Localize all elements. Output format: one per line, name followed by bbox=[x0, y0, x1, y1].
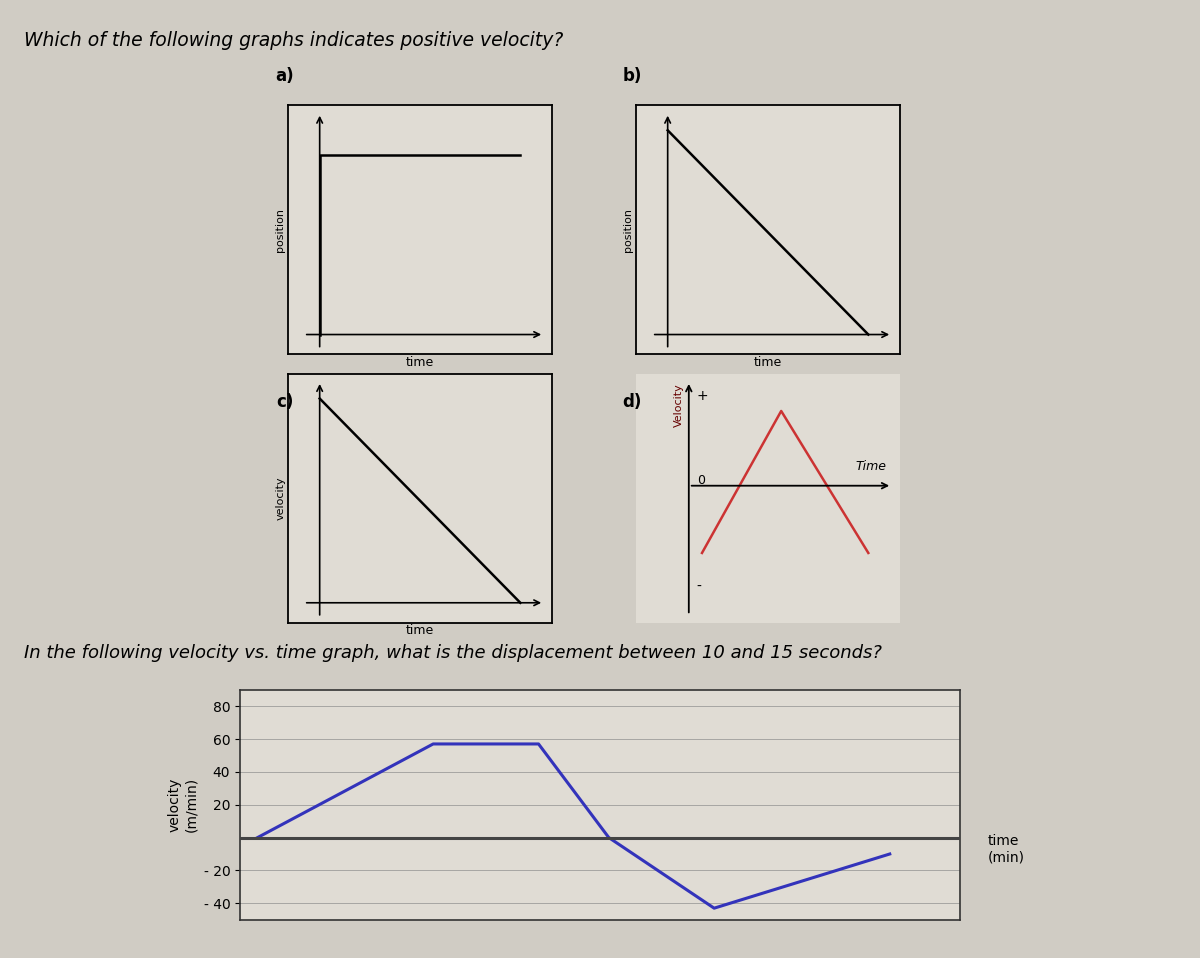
Text: c): c) bbox=[277, 393, 294, 411]
Text: b): b) bbox=[623, 67, 642, 85]
Text: a): a) bbox=[275, 67, 294, 85]
Text: Velocity: Velocity bbox=[673, 383, 684, 427]
Y-axis label: position: position bbox=[623, 208, 634, 252]
Y-axis label: velocity: velocity bbox=[275, 476, 286, 520]
Text: time
(min): time (min) bbox=[988, 834, 1025, 864]
Text: In the following velocity vs. time graph, what is the displacement between 10 an: In the following velocity vs. time graph… bbox=[24, 644, 882, 662]
Text: Which of the following graphs indicates positive velocity?: Which of the following graphs indicates … bbox=[24, 31, 563, 50]
Text: d): d) bbox=[623, 393, 642, 411]
Y-axis label: velocity
(m/min): velocity (m/min) bbox=[168, 777, 198, 833]
Y-axis label: position: position bbox=[275, 208, 286, 252]
Text: Time: Time bbox=[856, 460, 887, 473]
X-axis label: time: time bbox=[406, 624, 434, 637]
Text: 0: 0 bbox=[697, 474, 704, 488]
X-axis label: time: time bbox=[754, 355, 782, 369]
X-axis label: time: time bbox=[406, 355, 434, 369]
Text: +: + bbox=[697, 389, 708, 402]
Text: -: - bbox=[697, 581, 702, 594]
